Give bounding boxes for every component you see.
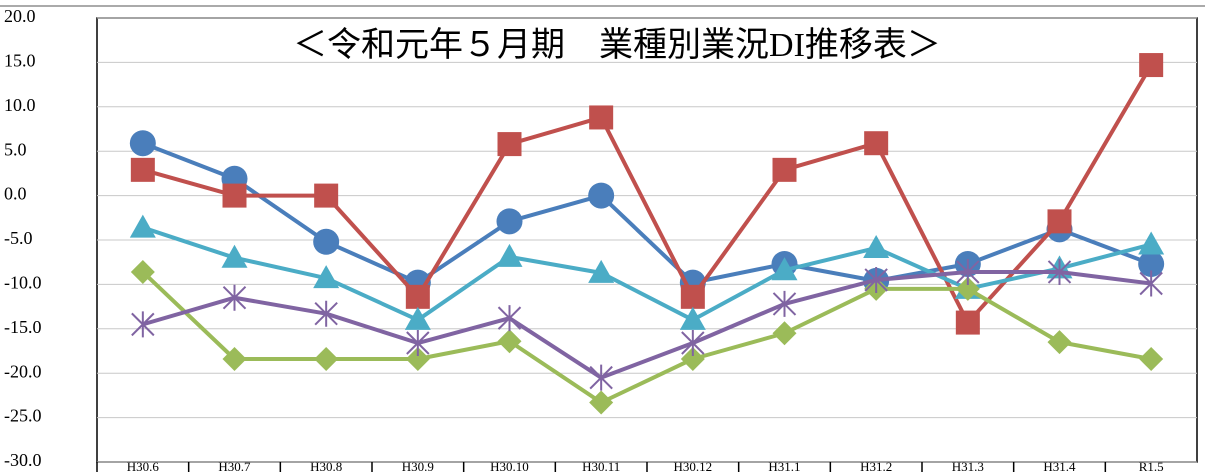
series-line	[142, 64, 1153, 325]
marker	[1047, 330, 1072, 355]
x-tick-label: H30.10	[490, 459, 529, 472]
marker	[314, 346, 339, 371]
marker	[772, 157, 797, 182]
marker	[222, 346, 247, 371]
x-tick-label: H30.9	[402, 459, 434, 472]
marker	[863, 234, 890, 258]
y-tick-label: -20.0	[4, 361, 42, 381]
x-tick-label: R1.5	[1139, 459, 1164, 472]
marker	[772, 290, 797, 317]
marker	[221, 244, 248, 268]
marker	[771, 257, 798, 281]
series-line	[142, 269, 1152, 380]
marker	[681, 330, 705, 357]
marker	[130, 259, 155, 284]
marker	[955, 276, 980, 301]
y-tick-label: -15.0	[4, 317, 42, 337]
marker	[589, 390, 614, 415]
y-tick-label: 0.0	[4, 184, 27, 204]
marker	[1138, 231, 1165, 255]
y-tick-label: 15.0	[4, 51, 36, 71]
marker	[405, 284, 430, 309]
marker	[129, 214, 156, 238]
y-tick-label: 5.0	[4, 139, 27, 159]
x-tick-label: H31.3	[952, 459, 984, 472]
marker	[222, 183, 247, 208]
marker	[1139, 346, 1164, 371]
x-tick-label: H30.12	[674, 459, 713, 472]
y-tick-label: -25.0	[4, 406, 42, 426]
y-tick-label: -30.0	[4, 450, 42, 470]
marker	[864, 266, 888, 293]
marker	[588, 182, 615, 209]
marker	[1047, 258, 1072, 285]
marker	[589, 105, 614, 130]
y-tick-label: -10.0	[4, 273, 42, 293]
marker	[589, 364, 613, 391]
marker	[313, 228, 340, 255]
y-tick-label: 10.0	[4, 95, 36, 115]
marker	[406, 330, 430, 357]
x-tick-label: H31.4	[1043, 459, 1076, 472]
marker	[404, 306, 431, 330]
marker	[1138, 250, 1165, 277]
marker	[956, 258, 980, 285]
marker	[405, 346, 430, 371]
x-tick-label: H30.7	[218, 459, 251, 472]
marker	[679, 306, 706, 330]
x-tick-label: H30.6	[127, 459, 160, 472]
x-tick-label: H31.1	[768, 459, 800, 472]
marker	[130, 157, 155, 182]
marker	[588, 259, 615, 283]
marker	[496, 243, 523, 267]
marker	[864, 131, 889, 156]
marker	[497, 132, 522, 157]
marker	[1139, 53, 1164, 78]
y-tick-label: -5.0	[4, 228, 33, 248]
series-line	[141, 270, 1152, 405]
x-tick-label: H30.11	[582, 459, 620, 472]
y-tick-label: 20.0	[4, 6, 36, 26]
marker	[497, 305, 522, 332]
marker	[1047, 209, 1072, 234]
marker	[680, 284, 705, 309]
marker	[131, 311, 155, 338]
series-line	[142, 141, 1152, 285]
marker	[222, 284, 247, 311]
marker	[772, 321, 797, 346]
series-line	[142, 225, 1152, 322]
marker	[313, 265, 340, 289]
marker	[314, 183, 339, 208]
marker	[496, 208, 523, 235]
marker	[497, 329, 522, 354]
marker	[314, 300, 338, 327]
x-tick-label: H30.8	[310, 459, 342, 472]
marker	[1139, 270, 1163, 297]
x-tick-label: H31.2	[860, 459, 892, 472]
marker	[955, 310, 980, 335]
chart-title: ＜令和元年５月期 業種別業況DI推移表＞	[293, 26, 941, 64]
marker	[680, 346, 705, 371]
marker	[129, 130, 156, 157]
